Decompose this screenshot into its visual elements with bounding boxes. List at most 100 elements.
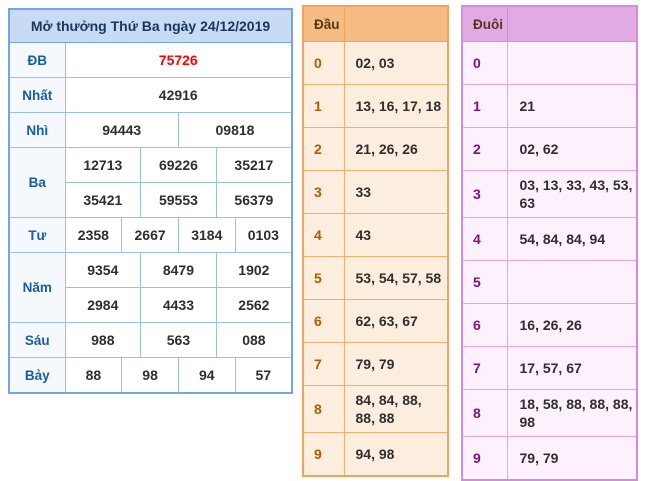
prize-value: 09818: [177, 112, 293, 148]
duoi-numbers: 21: [506, 84, 638, 128]
duoi-digit: 0: [461, 41, 508, 85]
prize-value: 3184: [177, 217, 236, 253]
draw-title: Mở thưởng Thứ Ba ngày 24/12/2019: [8, 8, 293, 43]
dau-numbers: 13, 16, 17, 18: [343, 84, 449, 128]
prize-label: Tư: [8, 217, 66, 253]
duoi-numbers: [506, 260, 638, 304]
prize-value: 088: [215, 322, 293, 358]
prize-value: 94443: [64, 112, 179, 148]
duoi-row: 0: [461, 41, 638, 85]
dau-header-empty: [343, 5, 449, 42]
duoi-numbers: 03, 13, 33, 43, 53, 63: [506, 170, 638, 218]
duoi-numbers: [506, 41, 638, 85]
prize-row-bay: Bảy 88 98 94 57: [8, 357, 293, 394]
dau-numbers: 84, 84, 88, 88, 88: [343, 385, 449, 433]
dau-row: 8 84, 84, 88, 88, 88: [302, 385, 449, 433]
dau-digit: 0: [302, 41, 345, 85]
dau-digit: 2: [302, 127, 345, 171]
duoi-digit: 7: [461, 346, 508, 390]
prize-row-nhi: Nhì 94443 09818: [8, 112, 293, 148]
dau-digit: 8: [302, 385, 345, 433]
prize-value: 2358: [64, 217, 123, 253]
duoi-header-label: Đuôi: [461, 5, 508, 42]
dau-digit: 4: [302, 213, 345, 257]
dau-header-row: Đầu: [302, 5, 449, 42]
prize-value: 98: [121, 357, 179, 394]
prize-value: 35421: [64, 182, 142, 218]
dau-numbers: 79, 79: [343, 342, 449, 386]
prize-value: 2562: [215, 287, 293, 323]
duoi-numbers: 79, 79: [506, 436, 638, 481]
prize-row-tu: Tư 2358 2667 3184 0103: [8, 217, 293, 253]
dau-row: 5 53, 54, 57, 58: [302, 256, 449, 300]
prize-label: Năm: [8, 252, 66, 323]
prize-row-ba-2: 35421 59553 56379: [9, 182, 293, 218]
duoi-row: 2 02, 62: [461, 127, 638, 171]
dau-numbers: 62, 63, 67: [343, 299, 449, 343]
dau-table: Đầu 0 02, 03 1 13, 16, 17, 18 2 21, 26, 26 …: [302, 5, 449, 477]
prize-value: 59553: [140, 182, 217, 218]
prize-value: 563: [140, 322, 217, 358]
duoi-row: 8 18, 58, 88, 88, 88, 98: [461, 389, 638, 437]
prize-row-nhat: Nhất 42916: [8, 77, 293, 113]
duoi-numbers: 17, 57, 67: [506, 346, 638, 390]
table-header-row: Mở thưởng Thứ Ba ngày 24/12/2019: [8, 8, 293, 43]
dau-row: 2 21, 26, 26: [302, 127, 449, 171]
prize-row-ba: Ba 12713 69226 35217: [8, 147, 293, 218]
dau-row: 4 43: [302, 213, 449, 257]
duoi-numbers: 18, 58, 88, 88, 88, 98: [506, 389, 638, 437]
duoi-numbers: 16, 26, 26: [506, 303, 638, 347]
dau-row: 6 62, 63, 67: [302, 299, 449, 343]
prize-row-nam: Năm 9354 8479 1902: [8, 252, 293, 323]
duoi-row: 6 16, 26, 26: [461, 303, 638, 347]
dau-numbers: 53, 54, 57, 58: [343, 256, 449, 300]
prize-value: 4433: [140, 287, 217, 323]
duoi-row: 7 17, 57, 67: [461, 346, 638, 390]
prize-row-sau: Sáu 988 563 088: [8, 322, 293, 358]
dau-numbers: 33: [343, 170, 449, 214]
dau-row: 3 33: [302, 170, 449, 214]
prize-value: 0103: [234, 217, 293, 253]
dau-digit: 1: [302, 84, 345, 128]
prize-value: 35217: [215, 147, 293, 183]
special-prize-value: 75726: [64, 42, 293, 78]
dau-numbers: 94, 98: [343, 432, 449, 477]
prize-label: Ba: [8, 147, 66, 218]
dau-row: 1 13, 16, 17, 18: [302, 84, 449, 128]
duoi-digit: 3: [461, 170, 508, 218]
prize-value: 56379: [215, 182, 293, 218]
prize-results-table: Mở thưởng Thứ Ba ngày 24/12/2019 ĐB 7572…: [8, 8, 293, 394]
duoi-digit: 9: [461, 436, 508, 481]
duoi-digit: 4: [461, 217, 508, 261]
dau-row: 0 02, 03: [302, 41, 449, 85]
duoi-digit: 2: [461, 127, 508, 171]
duoi-table: Đuôi 0 1 21 2 02, 62 3 03, 13, 33, 43, 53, …: [461, 5, 638, 481]
duoi-row: 3 03, 13, 33, 43, 53, 63: [461, 170, 638, 218]
duoi-row: 4 54, 84, 84, 94: [461, 217, 638, 261]
prize-value: 8479: [140, 252, 217, 288]
prize-row-nam-2: 2984 4433 2562: [9, 287, 293, 323]
duoi-row: 5: [461, 260, 638, 304]
duoi-numbers: 54, 84, 84, 94: [506, 217, 638, 261]
prize-value: 88: [64, 357, 123, 394]
prize-value: 57: [234, 357, 293, 394]
dau-numbers: 02, 03: [343, 41, 449, 85]
prize-label: Bảy: [8, 357, 66, 394]
dau-digit: 3: [302, 170, 345, 214]
dau-digit: 7: [302, 342, 345, 386]
prize-value: 69226: [140, 147, 217, 183]
prize-value: 2667: [121, 217, 179, 253]
dau-numbers: 43: [343, 213, 449, 257]
dau-digit: 9: [302, 432, 345, 477]
prize-label: Sáu: [8, 322, 66, 358]
duoi-header-row: Đuôi: [461, 5, 638, 42]
duoi-digit: 1: [461, 84, 508, 128]
duoi-header-empty: [506, 5, 638, 42]
dau-digit: 5: [302, 256, 345, 300]
prize-value: 988: [64, 322, 142, 358]
prize-value: 42916: [64, 77, 293, 113]
duoi-row: 1 21: [461, 84, 638, 128]
prize-value: 9354: [64, 252, 142, 288]
prize-label: ĐB: [8, 42, 66, 78]
